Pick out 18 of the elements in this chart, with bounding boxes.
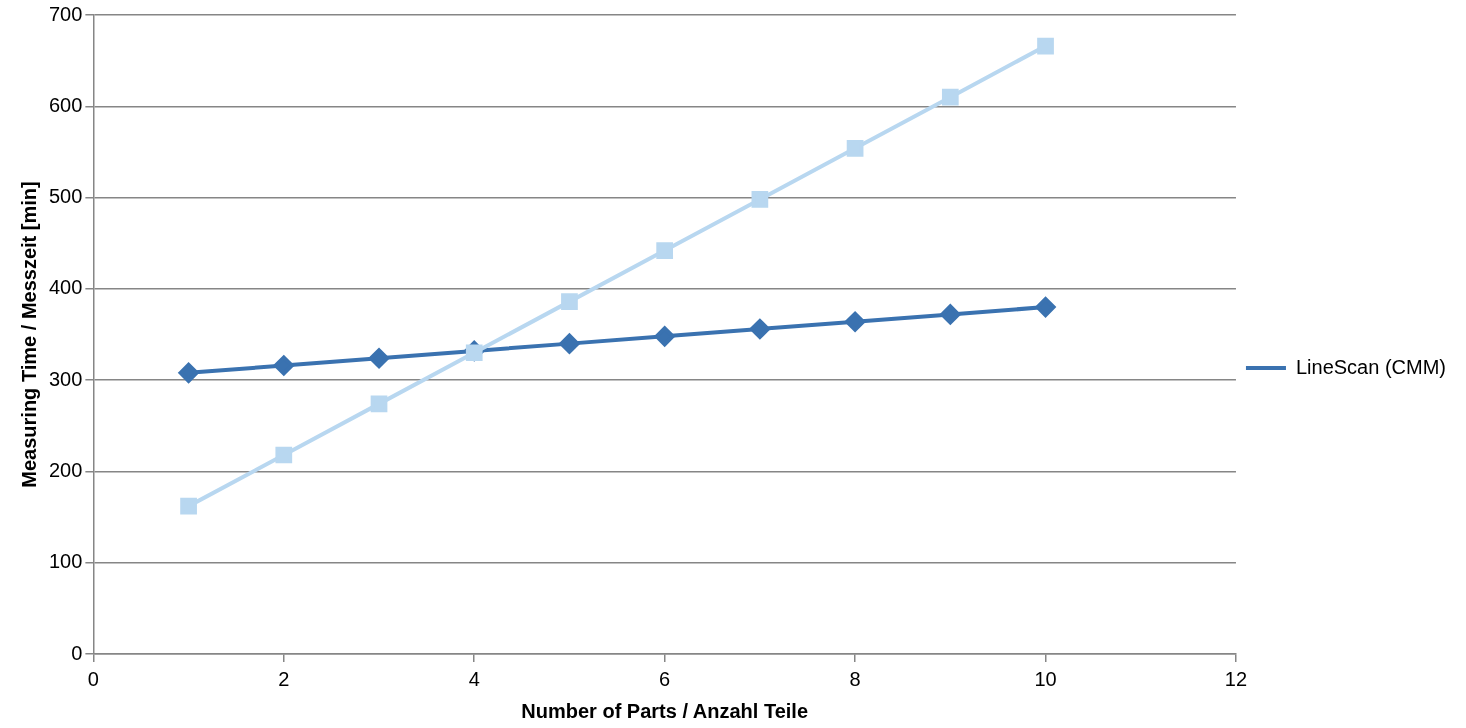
x-tick-label: 12 bbox=[1224, 667, 1248, 690]
x-tick-label: 0 bbox=[87, 667, 99, 690]
x-tick-label: 2 bbox=[278, 667, 290, 690]
y-tick-label: 200 bbox=[48, 458, 83, 481]
y-axis-title: Measuring Time / Messzeit [min] bbox=[17, 181, 40, 488]
x-axis-title: Number of Parts / Anzahl Teile bbox=[521, 699, 809, 722]
y-tick-label: 100 bbox=[48, 550, 83, 573]
x-tick-label: 6 bbox=[659, 667, 671, 690]
x-tick-label: 8 bbox=[849, 667, 861, 690]
y-tick-label: 700 bbox=[48, 2, 83, 25]
legend-label: LineScan (CMM) bbox=[1295, 355, 1447, 378]
x-tick-label: 10 bbox=[1034, 667, 1057, 690]
y-tick-label: 300 bbox=[48, 367, 83, 390]
y-tick-label: 0 bbox=[71, 641, 83, 664]
x-tick-label: 4 bbox=[468, 667, 480, 690]
y-tick-label: 400 bbox=[48, 276, 83, 299]
y-tick-label: 500 bbox=[48, 185, 83, 208]
y-tick-label: 600 bbox=[48, 93, 83, 116]
